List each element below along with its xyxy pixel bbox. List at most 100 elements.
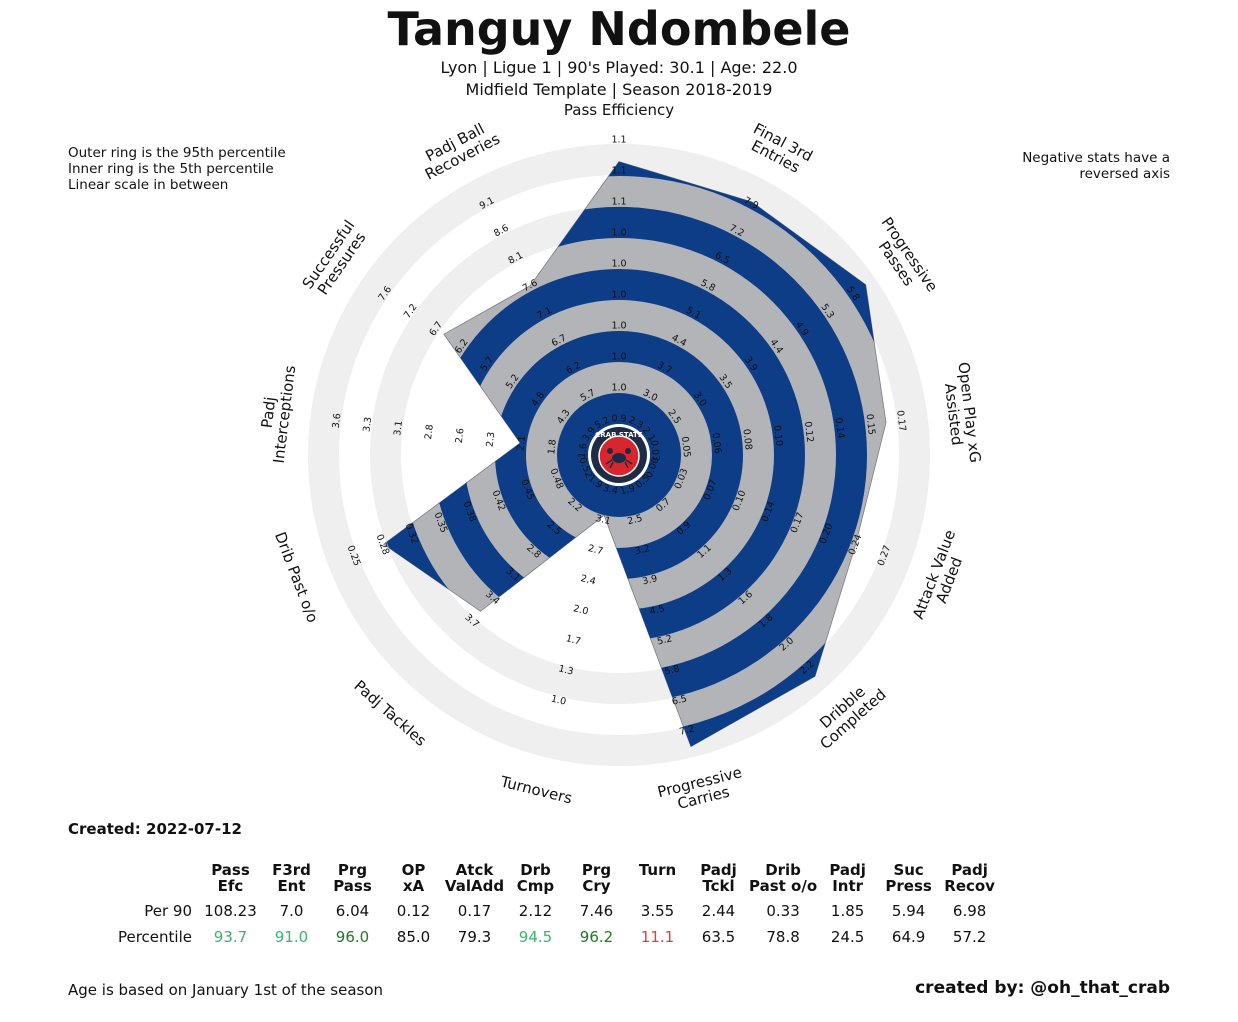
row-label: Per 90	[144, 902, 192, 920]
tick-label: 0.03	[648, 440, 661, 462]
percentile-cell: 96.2	[579, 928, 614, 946]
table-column-header: Prg Cry	[581, 861, 612, 895]
axis-label-line: Drib Past o/o	[271, 529, 322, 625]
table-column-header: Prg Pass	[333, 861, 372, 895]
per90-cell: 0.33	[766, 902, 800, 920]
table-row-percentile: Percentile 93.7 91.0 96.0 85.0 79.3 94.5 96.2 1…	[100, 924, 1000, 950]
age-note: Age is based on January 1st of the seaso…	[68, 981, 384, 999]
tick-label: 0.14	[833, 417, 846, 439]
radar-bands	[383, 161, 886, 747]
table-column-header: Drib Past o/o	[749, 861, 818, 895]
tick-label: 3.2	[634, 543, 651, 557]
table-column-header: Padj Recov	[944, 861, 995, 895]
tick-label: 3.1	[392, 420, 405, 436]
per90-cell: 7.0	[279, 902, 304, 920]
tick-label: 0.12	[802, 421, 815, 443]
table-column-header: Padj Tckl	[700, 861, 737, 895]
crab-claw-left	[607, 448, 613, 454]
tick-label: 0.05	[679, 436, 692, 458]
created-date: Created: 2022-07-12	[68, 820, 242, 838]
tick-label: 2.0	[572, 603, 589, 617]
tick-label: 5.2	[656, 633, 673, 647]
tick-label: 2.5	[626, 513, 643, 527]
tick-label: 1.0	[611, 383, 626, 394]
tick-label: 1.1	[611, 197, 626, 208]
crab-claw-right	[625, 448, 631, 454]
tick-label: 5.8	[663, 663, 680, 677]
crab-legs	[605, 459, 633, 469]
logo-text: CRAB STATS	[595, 431, 643, 439]
tick-label: 2.4	[579, 573, 596, 587]
per90-cell: 0.17	[457, 902, 492, 920]
per90-cell: 6.04	[335, 902, 370, 920]
axis-label: Open Play xGAssisted	[939, 361, 985, 466]
credit: created by: @oh_that_crab	[915, 978, 1170, 998]
tick-label: 6.5	[671, 693, 688, 707]
tick-label: 1.0	[550, 693, 567, 707]
table-column-header: Turn	[638, 861, 677, 879]
tick-label: 2.3	[485, 431, 498, 447]
per90-cell: 2.12	[518, 902, 553, 920]
tick-label: 7.2	[678, 724, 695, 738]
percentile-cell: 64.9	[891, 928, 926, 946]
per90-cell: 3.55	[640, 902, 675, 920]
crab-icon	[605, 448, 633, 469]
subtitle-template: Midfield Template | Season 2018-2019	[465, 80, 773, 99]
per90-cell: 2.44	[701, 902, 736, 920]
tick-label: 1.0	[611, 352, 626, 363]
percentile-cell: 57.2	[952, 928, 987, 946]
table-column-header: Pass Efc	[211, 861, 250, 895]
percentile-cell: 96.0	[335, 928, 370, 946]
tick-label: 4.5	[649, 603, 666, 617]
page-title: Tanguy Ndombele	[387, 2, 851, 56]
per90-cell: 7.46	[579, 902, 614, 920]
tick-label: 3.9	[641, 573, 658, 587]
tick-label: 0.08	[740, 428, 753, 450]
axis-label-line: Turnovers	[498, 772, 574, 807]
axis-label: Turnovers	[498, 772, 574, 807]
tick-label: 0.06	[710, 432, 723, 454]
percentile-cell: 93.7	[213, 928, 248, 946]
tick-label: 2.1	[515, 435, 528, 451]
axis-label: Drib Past o/o	[271, 529, 322, 625]
percentile-cell: 24.5	[830, 928, 865, 946]
tick-label: 1.0	[611, 259, 626, 270]
stats-table: Pass Efc F3rd Ent Prg Pass OP xA Atck ValAdd…	[100, 862, 1000, 950]
percentile-cell: 63.5	[701, 928, 736, 946]
tick-label: 3.6	[331, 413, 344, 429]
percentile-cell: 11.1	[640, 928, 675, 946]
tick-label: 1.0	[611, 321, 626, 332]
axis-label-line: Pass Efficiency	[564, 101, 674, 119]
tick-label: 1.1	[611, 135, 626, 146]
axis-label: Attack ValueAdded	[909, 527, 974, 627]
tick-label: 3.1	[594, 513, 611, 527]
tick-label: 1.8	[546, 439, 559, 455]
table-column-header: OP xA	[401, 861, 426, 895]
subtitle-team-info: Lyon | Ligue 1 | 90's Played: 30.1 | Age…	[440, 58, 798, 77]
tick-label: 0.15	[863, 413, 876, 435]
tick-label: 3.4	[602, 483, 619, 497]
percentile-cell: 79.3	[457, 928, 492, 946]
table-column-header: F3rd Ent	[272, 861, 311, 895]
percentile-cell: 78.8	[766, 928, 800, 946]
reversed-axis-note: Negative stats have a reversed axis	[1022, 150, 1170, 182]
axis-label: PadjInterceptions	[254, 362, 300, 464]
per90-cell: 5.94	[891, 902, 926, 920]
tick-label: 1.6	[577, 443, 590, 459]
tick-label: 1.3	[557, 663, 574, 677]
radar-band	[557, 393, 681, 517]
tick-label: 1.0	[611, 290, 626, 301]
tick-label: 2.8	[423, 424, 436, 440]
axis-label-line: Padj	[258, 396, 280, 429]
table-column-header: Padj Intr	[829, 861, 866, 895]
axis-label: ProgressiveCarries	[656, 763, 748, 817]
per90-cell: 1.85	[830, 902, 865, 920]
row-label: Percentile	[117, 928, 192, 946]
tick-label: 2.7	[587, 543, 604, 557]
ring-scale-note: Outer ring is the 95th percentile Inner …	[68, 145, 286, 193]
per90-cell: 0.12	[396, 902, 431, 920]
axis-label: Final 3rdEntries	[743, 120, 816, 180]
per90-cell: 6.98	[952, 902, 987, 920]
tick-label: 1.9	[619, 483, 636, 497]
